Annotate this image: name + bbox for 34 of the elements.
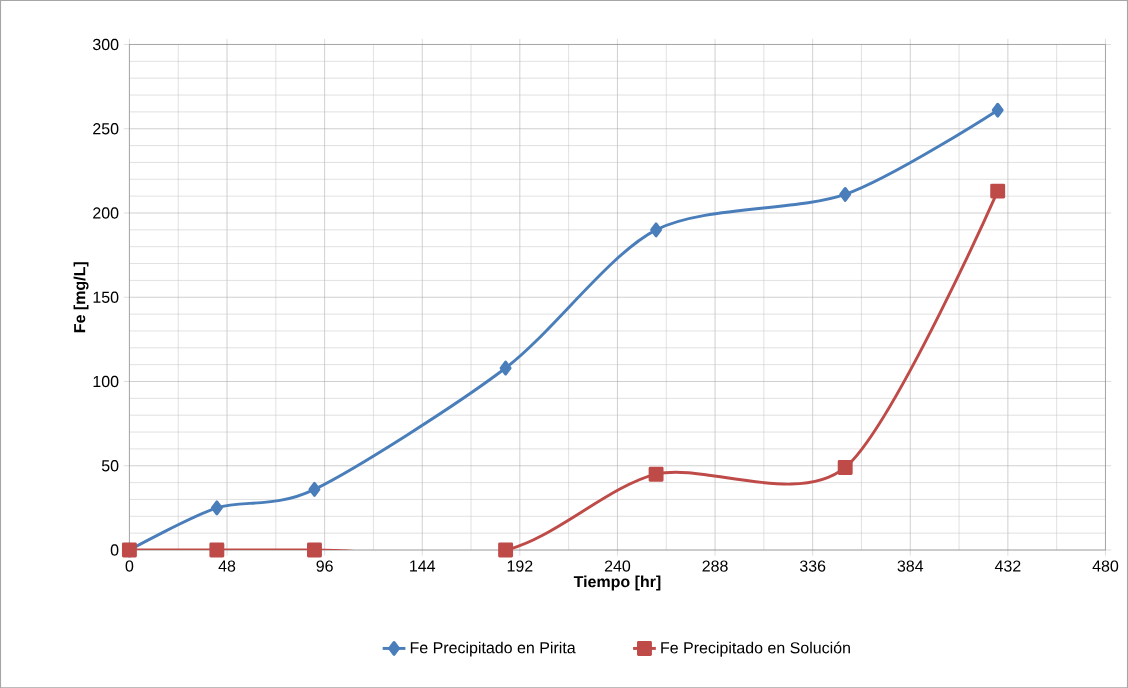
x-tick-label: 384: [897, 560, 924, 572]
legend-label: Fe Precipitado en Pirita: [410, 641, 576, 657]
x-tick-label: 48: [218, 560, 236, 572]
x-axis-title: Tiempo [hr]: [573, 575, 661, 591]
x-tick-label: 432: [994, 560, 1021, 572]
point: [839, 186, 852, 202]
point: [499, 360, 512, 376]
y-tick-label: 250: [93, 122, 119, 135]
point: [498, 542, 514, 558]
x-tick-label: 336: [799, 560, 826, 572]
point: [209, 542, 225, 558]
point: [648, 466, 664, 482]
x-tick-label: 480: [1092, 560, 1119, 572]
x-tick-label: 144: [410, 560, 436, 572]
point: [650, 222, 663, 238]
legend-label: Fe Precipitado en Solución: [661, 641, 850, 657]
y-tick-label: 200: [93, 207, 119, 219]
x-tick-label: 0: [125, 560, 134, 572]
x-tick-label: 240: [604, 560, 631, 572]
point: [307, 542, 322, 558]
point: [991, 102, 1004, 118]
point: [990, 183, 1006, 199]
point: [210, 500, 223, 516]
x-tick-label: 96: [316, 560, 333, 572]
y-tick-label: 150: [93, 291, 119, 303]
y-tick-label: 300: [92, 38, 119, 50]
point: [837, 459, 853, 475]
y-tick-label: 50: [101, 459, 119, 472]
y-axis-title: Fe [mg/L]: [73, 261, 89, 332]
point: [308, 481, 321, 497]
x-tick-label: 192: [507, 560, 533, 572]
y-tick-label: 100: [93, 375, 119, 387]
y-tick-label: 0: [110, 544, 119, 556]
x-tick-label: 288: [702, 560, 728, 572]
